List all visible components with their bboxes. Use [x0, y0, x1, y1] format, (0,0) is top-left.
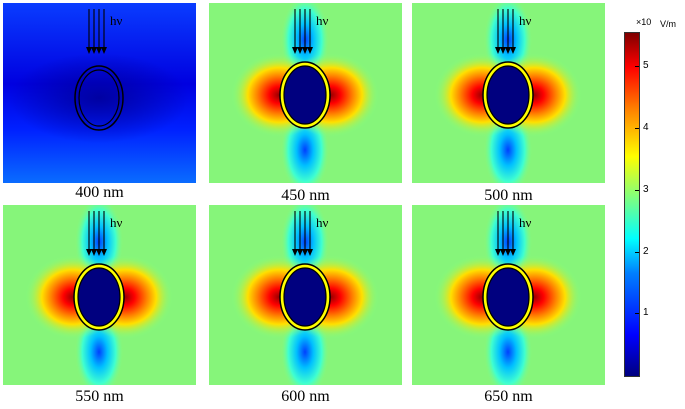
colorbar-tick-4: 4: [643, 122, 649, 133]
colorbar-tickmark: [635, 190, 639, 191]
colorbar-tick-2: 2: [643, 246, 649, 257]
colorbar-tick-3: 3: [643, 184, 649, 195]
colorbar-tickmark: [635, 66, 639, 67]
incident-light-label: hν: [110, 13, 123, 28]
incident-light-label: hν: [519, 215, 532, 230]
field-map-panel-450: hν: [209, 3, 402, 183]
incident-light-arrows-icon: [495, 9, 516, 54]
panel-caption-450: 450 nm: [281, 187, 330, 204]
colorbar: [624, 32, 640, 377]
field-map-panel-400: hν: [3, 3, 196, 183]
incident-light-arrows-icon: [86, 9, 107, 54]
incident-light-arrows-icon: [86, 211, 107, 256]
colorbar-tick-1: 1: [643, 307, 649, 318]
incident-light-label: hν: [316, 215, 329, 230]
incident-light-arrows-icon: [495, 211, 516, 256]
incident-light-label: hν: [519, 13, 532, 28]
incident-light-label: hν: [316, 13, 329, 28]
field-map-svg: hν: [209, 3, 402, 183]
incident-light-label: hν: [110, 215, 123, 230]
colorbar-tickmark: [635, 313, 639, 314]
colorbar-exponent: ×10: [636, 17, 652, 27]
field-map-panel-550: hν: [3, 205, 196, 385]
field-map-svg: hν: [412, 205, 605, 385]
panel-caption-650: 650 nm: [484, 388, 533, 405]
panel-caption-600: 600 nm: [281, 388, 330, 405]
incident-light-arrows-icon: [292, 9, 313, 54]
field-map-panel-600: hν: [209, 205, 402, 385]
colorbar-tickmark: [635, 128, 639, 129]
field-map-panel-500: hν: [412, 3, 605, 183]
incident-light-arrows-icon: [292, 211, 313, 256]
colorbar-unit: V/m: [660, 19, 677, 29]
field-map-svg: hν: [3, 3, 196, 183]
panel-caption-400: 400 nm: [75, 184, 124, 201]
colorbar-tickmark: [635, 252, 639, 253]
field-map-svg: hν: [209, 205, 402, 385]
field-map-panel-650: hν: [412, 205, 605, 385]
colorbar-tick-5: 5: [643, 60, 649, 71]
panel-caption-500: 500 nm: [484, 187, 533, 204]
panel-caption-550: 550 nm: [75, 388, 124, 405]
field-map-svg: hν: [412, 3, 605, 183]
field-map-svg: hν: [3, 205, 196, 385]
